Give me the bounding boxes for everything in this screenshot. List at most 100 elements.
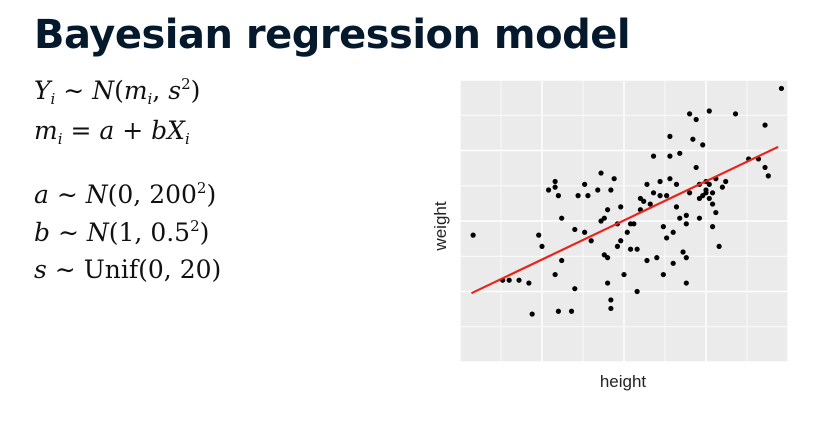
data-point (631, 221, 637, 227)
data-point (545, 187, 552, 193)
data-point (677, 150, 683, 156)
data-point (572, 286, 578, 292)
data-point (719, 184, 726, 190)
data-point (687, 190, 693, 196)
data-point (664, 193, 670, 199)
data-point (650, 190, 657, 196)
data-point (732, 111, 739, 117)
data-point (605, 207, 611, 213)
data-point (536, 232, 542, 238)
data-point (585, 193, 591, 199)
data-point (709, 190, 716, 196)
data-point (670, 260, 676, 266)
data-point (605, 255, 611, 261)
data-point (611, 176, 617, 182)
data-point (582, 229, 588, 235)
data-point (762, 164, 768, 171)
mean-equation: mi = a + bXi (34, 116, 190, 148)
data-point (627, 246, 634, 252)
data-point (657, 178, 663, 185)
data-point (621, 271, 627, 278)
data-points (470, 85, 785, 317)
data-point (559, 257, 565, 264)
data-point (690, 136, 696, 142)
data-point (624, 229, 630, 235)
data-point (559, 215, 565, 221)
data-point (687, 111, 693, 117)
data-point (601, 215, 607, 221)
data-point (683, 212, 689, 218)
data-point (778, 85, 785, 92)
x-axis-label: height (599, 372, 647, 391)
data-point (677, 215, 683, 221)
data-point (667, 133, 673, 139)
data-point (654, 255, 660, 261)
data-point (608, 305, 614, 312)
data-point (539, 243, 545, 249)
likelihood-equation: Yi ∼ N(mi, s2) (34, 75, 201, 108)
data-point (723, 178, 729, 185)
data-point (618, 204, 624, 210)
data-point (660, 224, 666, 230)
data-point (709, 224, 716, 230)
data-point (765, 173, 771, 179)
response-variable: Y (34, 76, 51, 105)
data-point (660, 271, 666, 278)
data-point (552, 178, 558, 185)
data-point (634, 246, 640, 252)
normal-dist-symbol: N (92, 76, 115, 105)
data-point (588, 238, 594, 244)
data-point (683, 221, 689, 227)
data-point (657, 193, 663, 199)
data-point (693, 164, 699, 171)
data-point (703, 190, 709, 196)
data-point (605, 280, 611, 286)
prior-a-equation: a ∼ N(0, 2002) (34, 179, 217, 209)
data-point (706, 181, 712, 187)
data-point (506, 277, 512, 283)
data-point (696, 215, 703, 221)
data-point (670, 229, 676, 235)
data-point (618, 238, 624, 244)
data-point (529, 311, 535, 317)
data-point (716, 243, 722, 249)
data-point (706, 108, 712, 114)
data-point (575, 193, 581, 199)
data-point (598, 170, 604, 176)
data-point (706, 195, 712, 202)
data-point (470, 232, 476, 238)
data-point (608, 297, 614, 303)
data-point (673, 181, 680, 187)
data-point (634, 288, 640, 295)
data-point (664, 235, 670, 241)
data-point (582, 181, 588, 187)
data-point (641, 198, 647, 204)
data-point (700, 142, 706, 148)
data-point (552, 271, 558, 278)
prior-s-equation: s ∼ Unif(0, 20) (34, 255, 222, 284)
data-point (683, 255, 689, 261)
data-point (683, 280, 689, 286)
data-point (680, 249, 686, 255)
regression-line (471, 145, 779, 295)
data-point (595, 187, 601, 193)
data-point (555, 193, 562, 199)
data-point (713, 209, 719, 216)
data-point (693, 116, 699, 123)
data-point (647, 201, 653, 207)
data-point (650, 153, 657, 159)
data-point (552, 184, 558, 190)
data-point (644, 181, 650, 187)
data-point (526, 280, 532, 286)
data-point (644, 257, 650, 264)
prior-b-equation: b ∼ N(1, 0.52) (34, 217, 210, 247)
data-point (762, 122, 768, 128)
data-point (614, 243, 621, 249)
data-point (667, 176, 673, 182)
data-point (516, 277, 522, 283)
data-point (568, 308, 575, 314)
data-point (555, 308, 562, 314)
slide-title: Bayesian regression model (34, 12, 631, 58)
data-point (608, 187, 614, 193)
